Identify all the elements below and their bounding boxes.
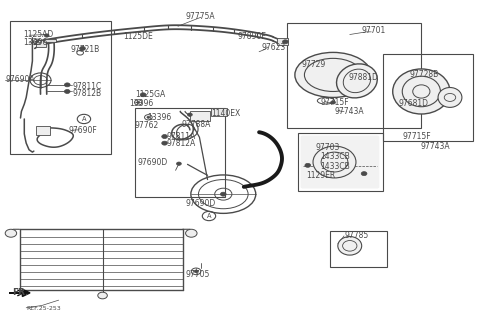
FancyArrow shape — [9, 289, 30, 297]
Circle shape — [64, 83, 70, 87]
Text: 97811C: 97811C — [73, 82, 102, 91]
Text: 97785: 97785 — [344, 231, 368, 240]
Circle shape — [64, 90, 70, 94]
Text: 97623: 97623 — [262, 43, 286, 51]
Text: 97703: 97703 — [315, 143, 340, 152]
Circle shape — [44, 34, 49, 37]
Text: 97690F: 97690F — [68, 126, 97, 135]
Text: 1125AD: 1125AD — [23, 30, 53, 39]
Bar — [135, 108, 225, 197]
Bar — [36, 126, 50, 135]
Circle shape — [162, 135, 168, 139]
Circle shape — [162, 141, 168, 145]
Ellipse shape — [338, 236, 362, 255]
Text: 97775A: 97775A — [185, 12, 215, 21]
Circle shape — [282, 40, 288, 44]
Circle shape — [188, 113, 192, 116]
Text: 1125GA: 1125GA — [135, 90, 165, 99]
Text: 97690D: 97690D — [137, 158, 168, 167]
Text: 1125DE: 1125DE — [123, 32, 153, 41]
Text: 97681D: 97681D — [398, 99, 429, 108]
Circle shape — [305, 163, 311, 167]
FancyBboxPatch shape — [300, 136, 379, 188]
Ellipse shape — [393, 69, 450, 114]
Text: 97729: 97729 — [301, 60, 325, 69]
Bar — [383, 54, 473, 141]
Text: 97788A: 97788A — [182, 120, 211, 129]
Ellipse shape — [313, 146, 356, 178]
Text: REF.25-253: REF.25-253 — [26, 306, 61, 311]
Text: 97705: 97705 — [185, 270, 209, 279]
Text: 97690A: 97690A — [5, 75, 35, 84]
Ellipse shape — [438, 88, 462, 107]
Text: 1140EX: 1140EX — [211, 109, 240, 118]
Circle shape — [80, 46, 85, 50]
Text: FR.: FR. — [12, 288, 28, 297]
Text: 97811A: 97811A — [166, 132, 195, 141]
Circle shape — [220, 192, 226, 196]
Circle shape — [36, 41, 38, 43]
Circle shape — [147, 116, 150, 118]
Text: 13396: 13396 — [23, 38, 47, 47]
Text: 13396: 13396 — [129, 99, 154, 108]
Bar — [190, 111, 210, 121]
Bar — [277, 38, 288, 45]
Text: 97743A: 97743A — [420, 142, 450, 151]
Bar — [211, 108, 227, 116]
Text: 97715F: 97715F — [320, 98, 349, 107]
Text: 97881D: 97881D — [349, 73, 379, 82]
Text: 97728B: 97728B — [409, 70, 439, 79]
Text: 97721B: 97721B — [71, 45, 100, 54]
Circle shape — [177, 162, 181, 165]
Text: 97890E: 97890E — [238, 32, 266, 41]
Text: 97690D: 97690D — [185, 199, 216, 208]
Bar — [298, 133, 383, 191]
Text: 13396: 13396 — [147, 114, 171, 123]
Circle shape — [361, 172, 367, 176]
Text: 1129ER: 1129ER — [306, 171, 335, 180]
Text: 97715F: 97715F — [402, 132, 431, 141]
Bar — [330, 230, 387, 267]
Ellipse shape — [295, 52, 371, 98]
Circle shape — [137, 102, 140, 104]
Circle shape — [98, 292, 108, 299]
Text: 1433CB: 1433CB — [320, 162, 350, 171]
Circle shape — [331, 101, 336, 104]
Text: A: A — [207, 213, 211, 219]
Circle shape — [186, 229, 197, 237]
Circle shape — [194, 270, 198, 273]
Circle shape — [5, 229, 17, 237]
Text: 1433CB: 1433CB — [320, 152, 350, 161]
Bar — [36, 40, 46, 47]
Text: A: A — [82, 116, 86, 122]
Circle shape — [140, 93, 146, 97]
Bar — [44, 39, 56, 42]
Bar — [287, 23, 421, 128]
Ellipse shape — [336, 64, 377, 98]
Text: 97701: 97701 — [362, 26, 386, 35]
Text: 97762: 97762 — [134, 121, 158, 130]
Text: 97743A: 97743A — [335, 107, 364, 116]
Bar — [10, 21, 111, 154]
Text: 97812B: 97812B — [73, 89, 102, 98]
Text: 97812A: 97812A — [166, 139, 195, 148]
